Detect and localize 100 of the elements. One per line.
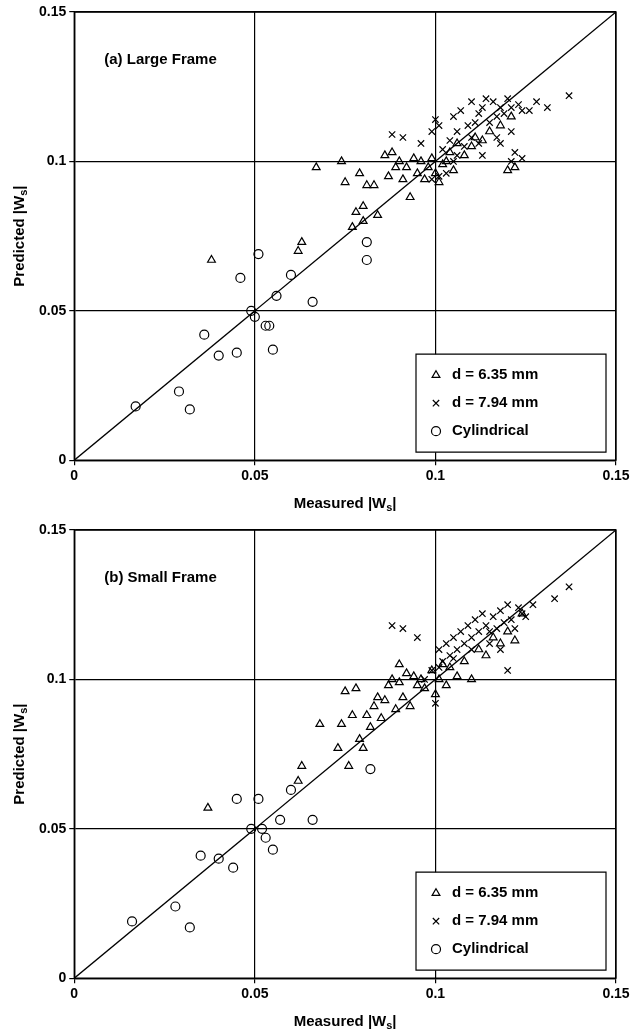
point <box>126 916 138 927</box>
point <box>267 844 278 855</box>
point <box>428 175 436 184</box>
point <box>387 674 397 683</box>
x-tick-label: 0.15 <box>602 985 630 1002</box>
point <box>467 674 477 683</box>
point <box>503 94 512 103</box>
point <box>507 103 516 112</box>
point <box>445 662 455 671</box>
point <box>213 350 224 361</box>
point <box>449 112 458 121</box>
point <box>460 142 469 151</box>
point <box>195 850 206 861</box>
point <box>431 699 440 708</box>
point <box>430 168 440 177</box>
point <box>383 680 393 689</box>
point <box>373 210 383 219</box>
point <box>405 701 415 710</box>
point <box>253 793 264 805</box>
point <box>532 97 541 106</box>
point <box>511 148 519 157</box>
point <box>503 666 512 675</box>
point <box>412 168 422 177</box>
point <box>355 168 365 177</box>
point <box>431 115 440 124</box>
x-tick-label: 0.1 <box>425 467 446 484</box>
point <box>529 600 537 609</box>
point <box>470 132 480 141</box>
point <box>297 236 307 245</box>
point <box>474 109 483 118</box>
point <box>293 245 303 254</box>
point <box>307 296 318 307</box>
y-tick-label: 0 <box>58 969 67 986</box>
point <box>267 344 278 355</box>
point <box>351 683 361 692</box>
point <box>453 645 461 654</box>
point <box>514 100 523 109</box>
point <box>435 663 443 672</box>
point <box>503 626 513 635</box>
point <box>441 680 451 689</box>
y-tick-label: 0.05 <box>39 819 67 836</box>
point <box>434 674 444 683</box>
point <box>420 174 430 183</box>
point <box>213 853 224 864</box>
point <box>478 609 487 618</box>
point <box>428 127 436 136</box>
point <box>315 719 325 728</box>
point <box>435 121 443 130</box>
point <box>253 248 264 260</box>
point <box>467 645 476 654</box>
point <box>474 627 483 636</box>
point <box>380 695 390 704</box>
point <box>358 201 368 210</box>
x-tick-label: 0 <box>70 467 79 484</box>
point <box>337 156 347 165</box>
point <box>402 162 412 171</box>
point <box>394 156 404 165</box>
x-tick-label: 0.05 <box>241 467 269 484</box>
point <box>510 162 520 171</box>
point <box>387 147 397 156</box>
point <box>344 760 354 769</box>
point <box>449 633 458 642</box>
point <box>482 621 490 630</box>
legend-label: d = 7.94 mm <box>452 911 539 929</box>
point <box>398 692 408 701</box>
point <box>264 320 275 331</box>
point <box>340 177 350 186</box>
point <box>446 651 454 660</box>
point <box>409 153 419 162</box>
point <box>467 633 476 642</box>
point <box>391 704 401 713</box>
point <box>285 784 297 796</box>
point <box>471 118 479 127</box>
point <box>130 401 141 412</box>
point <box>199 329 210 340</box>
point <box>495 638 505 647</box>
point <box>543 103 552 112</box>
text: (a) Large Frame <box>104 50 217 68</box>
legend-label: d = 6.35 mm <box>452 365 539 383</box>
point <box>417 139 425 148</box>
point <box>445 147 455 156</box>
point <box>184 922 195 933</box>
point <box>478 151 487 160</box>
point <box>453 151 461 160</box>
point <box>510 635 520 644</box>
point <box>413 633 422 642</box>
point <box>412 680 422 689</box>
point <box>500 618 508 627</box>
point <box>369 701 379 710</box>
point <box>452 671 462 680</box>
point <box>369 180 379 189</box>
point <box>481 650 491 659</box>
point <box>507 127 516 136</box>
y-tick-label: 0.15 <box>39 2 67 19</box>
point <box>365 763 376 775</box>
point <box>488 632 498 641</box>
point <box>376 713 386 722</box>
point <box>361 254 372 266</box>
x-tick-label: 0 <box>70 985 79 1002</box>
point <box>260 832 271 843</box>
